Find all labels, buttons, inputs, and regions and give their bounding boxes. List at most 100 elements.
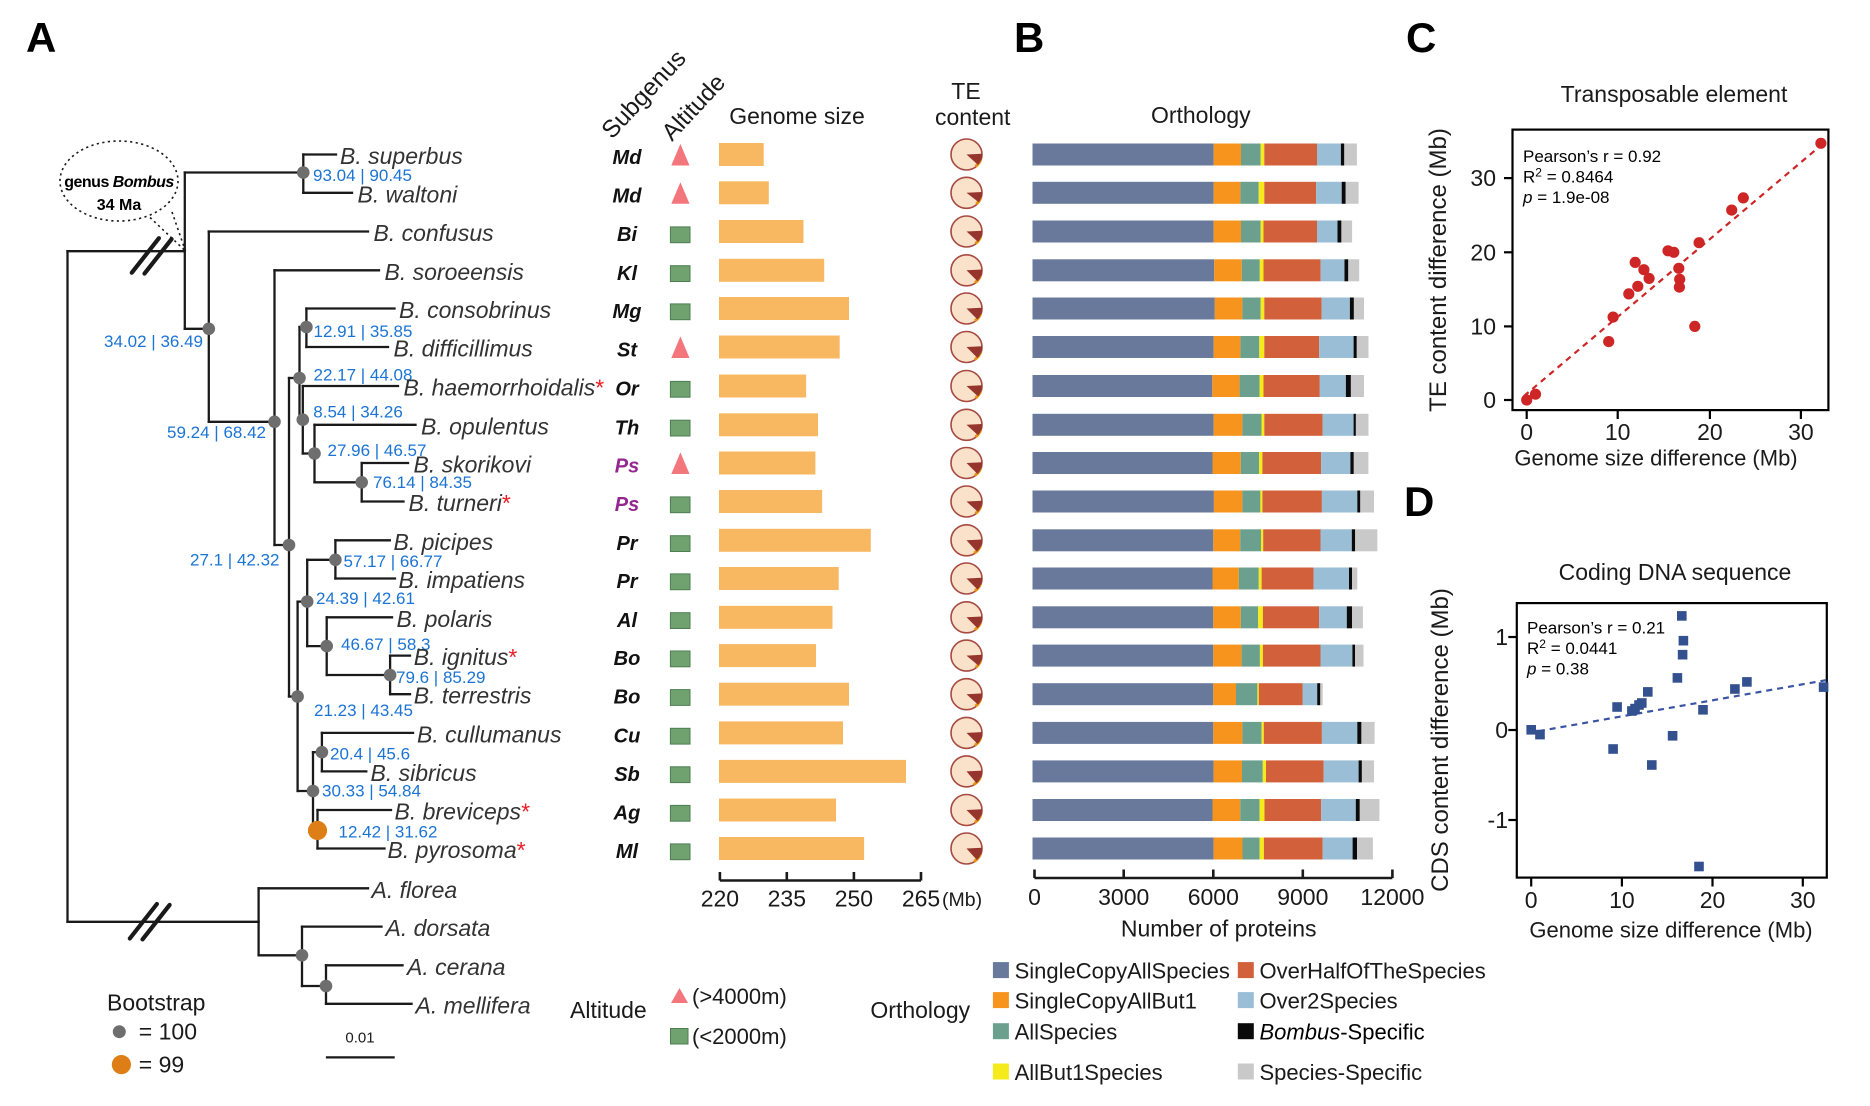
svg-text:B. opulentus: B. opulentus [421, 413, 549, 439]
svg-text:content: content [935, 104, 1011, 130]
svg-text:3000: 3000 [1098, 884, 1149, 910]
svg-text:B. breviceps*: B. breviceps* [395, 799, 531, 825]
svg-text:265: 265 [902, 886, 940, 912]
svg-text:B. cullumanus: B. cullumanus [417, 721, 562, 747]
svg-text:250: 250 [835, 886, 873, 912]
svg-text:0: 0 [1495, 717, 1508, 743]
svg-text:Ps: Ps [615, 456, 639, 478]
svg-text:27.1 | 42.32: 27.1 | 42.32 [190, 550, 280, 569]
svg-text:A: A [26, 14, 56, 61]
svg-text:Genome size: Genome size [729, 103, 865, 129]
svg-text:B. impatiens: B. impatiens [399, 567, 526, 593]
svg-text:B. ignitus*: B. ignitus* [414, 644, 518, 670]
svg-text:R2 = 0.8464: R2 = 0.8464 [1523, 166, 1613, 187]
svg-text:Orthology: Orthology [870, 997, 970, 1023]
svg-text:Bo: Bo [614, 687, 641, 709]
svg-text:B. turneri*: B. turneri* [409, 490, 511, 516]
svg-text:B: B [1014, 14, 1044, 61]
svg-text:A. cerana: A. cerana [405, 954, 505, 980]
svg-text:Altitude: Altitude [570, 997, 647, 1023]
svg-text:Pearson’s r = 0.21: Pearson’s r = 0.21 [1527, 619, 1665, 638]
svg-text:Species-Specific: Species-Specific [1260, 1060, 1423, 1085]
svg-text:Md: Md [613, 147, 643, 169]
svg-text:p = 1.9e-08: p = 1.9e-08 [1522, 188, 1610, 207]
svg-text:St: St [617, 340, 638, 362]
svg-text:93.04 | 90.45: 93.04 | 90.45 [313, 166, 412, 185]
svg-text:SingleCopyAllSpecies: SingleCopyAllSpecies [1015, 959, 1230, 984]
svg-text:SingleCopyAllBut1: SingleCopyAllBut1 [1015, 989, 1197, 1014]
svg-text:0: 0 [1520, 419, 1533, 445]
svg-text:12000: 12000 [1360, 884, 1424, 910]
svg-text:Bi: Bi [617, 224, 637, 246]
svg-text:A. florea: A. florea [370, 877, 458, 903]
svg-text:C: C [1406, 14, 1436, 61]
svg-text:B. consobrinus: B. consobrinus [399, 297, 552, 323]
svg-text:OverHalfOfTheSpecies: OverHalfOfTheSpecies [1260, 959, 1486, 984]
svg-text:34 Ma: 34 Ma [97, 197, 142, 214]
svg-text:57.17 | 66.77: 57.17 | 66.77 [344, 552, 443, 571]
svg-text:B. picipes: B. picipes [394, 529, 494, 555]
svg-text:30: 30 [1470, 165, 1496, 191]
svg-text:Number of proteins: Number of proteins [1121, 916, 1317, 942]
svg-text:B. terrestris: B. terrestris [414, 683, 532, 709]
svg-text:220: 220 [701, 886, 739, 912]
svg-text:D: D [1404, 478, 1434, 525]
svg-text:0: 0 [1028, 884, 1041, 910]
svg-text:(Mb): (Mb) [942, 889, 982, 911]
svg-text:Pearson’s r = 0.92: Pearson’s r = 0.92 [1523, 147, 1661, 166]
svg-text:Ag: Ag [613, 803, 641, 825]
svg-text:R2 = 0.0441: R2 = 0.0441 [1527, 637, 1617, 658]
svg-text:34.02 | 36.49: 34.02 | 36.49 [104, 332, 203, 351]
svg-text:76.14 | 84.35: 76.14 | 84.35 [373, 473, 472, 492]
svg-text:10: 10 [1605, 419, 1631, 445]
svg-text:(<2000m): (<2000m) [692, 1024, 787, 1049]
svg-text:21.23 | 43.45: 21.23 | 43.45 [314, 701, 413, 720]
svg-text:Orthology: Orthology [1151, 102, 1251, 128]
svg-text:59.24 | 68.42: 59.24 | 68.42 [167, 423, 266, 442]
svg-text:= 99: = 99 [139, 1052, 184, 1078]
svg-text:20: 20 [1700, 887, 1726, 913]
svg-text:genus Bombus: genus Bombus [64, 174, 174, 191]
svg-text:TE: TE [951, 78, 980, 104]
svg-text:9000: 9000 [1277, 884, 1328, 910]
svg-text:B. confusus: B. confusus [374, 220, 495, 246]
svg-text:Kl: Kl [617, 263, 637, 285]
svg-text:Pr: Pr [616, 571, 638, 593]
svg-text:6000: 6000 [1188, 884, 1239, 910]
svg-text:Cu: Cu [614, 725, 641, 747]
svg-text:B. difficillimus: B. difficillimus [394, 336, 534, 362]
svg-text:10: 10 [1470, 313, 1496, 339]
svg-text:0: 0 [1483, 387, 1496, 413]
svg-text:22.17 | 44.08: 22.17 | 44.08 [314, 365, 413, 384]
svg-text:Bootstrap: Bootstrap [107, 990, 205, 1016]
svg-text:B. waltoni: B. waltoni [358, 181, 459, 207]
svg-text:Ps: Ps [615, 494, 639, 516]
svg-text:B. haemorrhoidalis*: B. haemorrhoidalis* [404, 375, 605, 401]
svg-text:= 100: = 100 [139, 1019, 197, 1045]
svg-text:AllSpecies: AllSpecies [1015, 1020, 1118, 1045]
svg-text:(>4000m): (>4000m) [692, 984, 787, 1009]
svg-text:30.33 | 54.84: 30.33 | 54.84 [322, 781, 421, 800]
svg-text:TE content difference (Mb): TE content difference (Mb) [1425, 128, 1452, 412]
svg-text:79.6 | 85.29: 79.6 | 85.29 [396, 668, 486, 687]
svg-text:Al: Al [616, 610, 637, 632]
svg-text:20: 20 [1697, 419, 1723, 445]
svg-text:Bombus-Specific: Bombus-Specific [1260, 1020, 1425, 1045]
svg-text:B. soroeensis: B. soroeensis [385, 259, 525, 285]
svg-text:B. superbus: B. superbus [340, 143, 463, 169]
svg-text:24.39 | 42.61: 24.39 | 42.61 [316, 589, 415, 608]
svg-text:Genome size difference (Mb): Genome size difference (Mb) [1529, 918, 1812, 943]
svg-text:Transposable element: Transposable element [1561, 81, 1788, 107]
svg-text:p = 0.38: p = 0.38 [1526, 660, 1589, 679]
svg-text:CDS content difference (Mb): CDS content difference (Mb) [1427, 588, 1454, 892]
svg-text:10: 10 [1609, 887, 1635, 913]
svg-text:Th: Th [615, 417, 639, 439]
svg-text:B. polaris: B. polaris [397, 606, 493, 632]
svg-text:-1: -1 [1488, 807, 1508, 833]
svg-text:Over2Species: Over2Species [1260, 989, 1398, 1014]
svg-text:Md: Md [613, 185, 643, 207]
svg-text:Genome size difference (Mb): Genome size difference (Mb) [1514, 446, 1797, 471]
svg-text:Coding DNA sequence: Coding DNA sequence [1559, 559, 1792, 585]
svg-text:B. sibricus: B. sibricus [371, 760, 478, 786]
svg-text:A. mellifera: A. mellifera [414, 992, 531, 1018]
